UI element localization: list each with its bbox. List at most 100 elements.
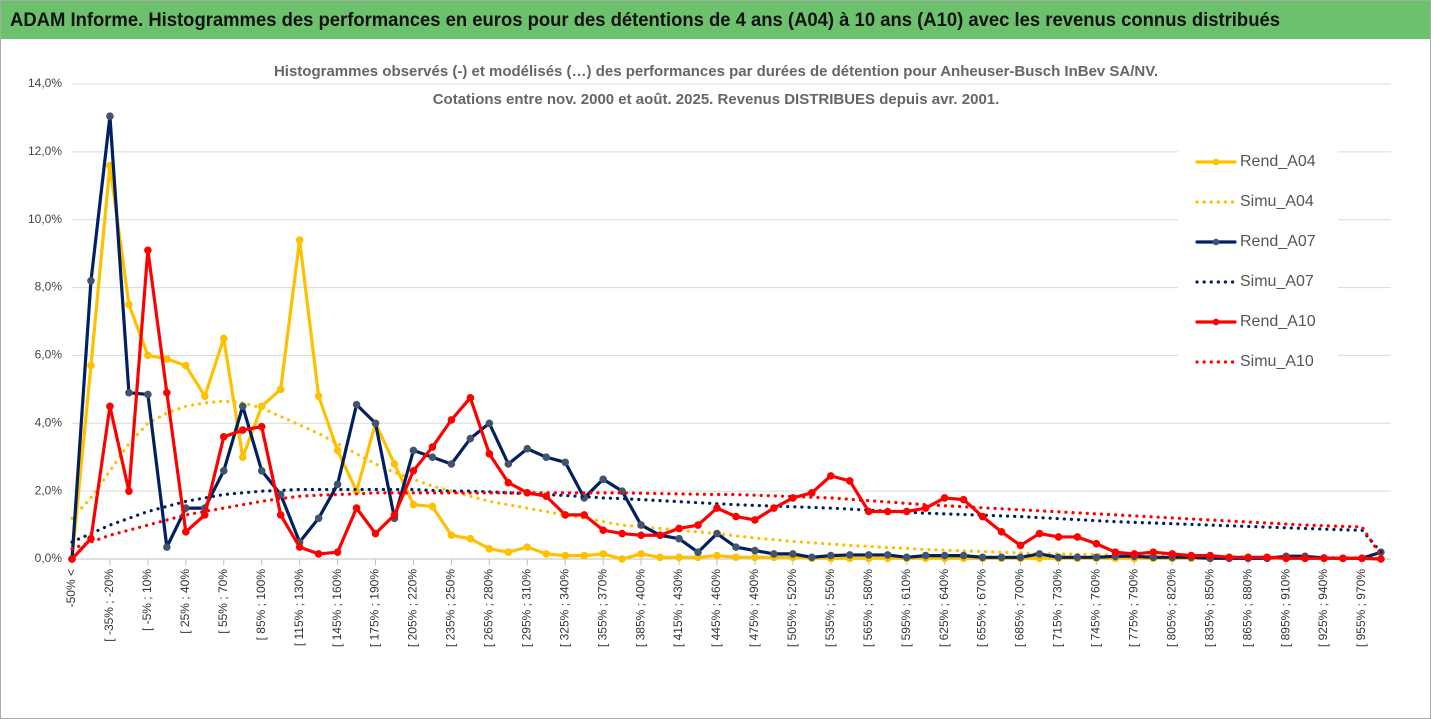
marker xyxy=(371,419,380,428)
x-tick-label: [ -5% ; 10% xyxy=(140,569,154,631)
marker xyxy=(504,478,513,487)
legend-marker xyxy=(1212,158,1220,166)
marker xyxy=(68,555,76,563)
title-banner xyxy=(1,1,1430,39)
marker xyxy=(789,550,797,558)
marker xyxy=(1168,550,1177,558)
marker xyxy=(940,551,949,560)
marker xyxy=(466,534,475,543)
series-line xyxy=(70,114,1383,561)
marker xyxy=(637,521,645,529)
marker xyxy=(1054,553,1063,562)
x-tick-label: [ 655% ; 670% xyxy=(975,569,989,647)
marker xyxy=(352,400,361,409)
marker xyxy=(200,392,209,400)
marker xyxy=(485,545,494,553)
marker xyxy=(295,236,304,244)
marker xyxy=(219,334,228,343)
x-tick-label: [ 445% ; 460% xyxy=(709,569,723,647)
marker xyxy=(1073,553,1082,562)
marker xyxy=(144,390,152,399)
marker xyxy=(599,550,607,558)
marker xyxy=(295,543,304,551)
marker xyxy=(637,531,645,540)
x-tick-label: [ 535% ; 550% xyxy=(823,569,837,647)
marker xyxy=(409,500,418,509)
marker xyxy=(333,548,342,557)
marker xyxy=(333,480,342,489)
marker xyxy=(447,416,456,424)
marker xyxy=(808,553,816,562)
marker xyxy=(902,553,911,562)
marker xyxy=(902,507,911,516)
marker xyxy=(125,300,133,309)
x-tick-label: [ 685% ; 700% xyxy=(1013,569,1027,647)
marker xyxy=(163,543,171,551)
marker xyxy=(1282,554,1290,563)
series-line xyxy=(70,248,1383,561)
marker xyxy=(276,511,285,519)
marker xyxy=(1092,539,1101,548)
marker xyxy=(561,511,570,519)
marker xyxy=(713,551,721,560)
marker xyxy=(182,528,190,536)
marker xyxy=(656,531,664,540)
x-tick-label: [ 865% ; 880% xyxy=(1240,569,1254,647)
marker xyxy=(656,553,664,562)
marker xyxy=(864,551,873,559)
x-tick-label: [ 355% ; 370% xyxy=(595,569,609,647)
marker xyxy=(1092,553,1101,562)
marker xyxy=(485,450,494,458)
x-tick-label: [ 385% ; 400% xyxy=(633,569,647,647)
marker xyxy=(371,529,380,538)
marker xyxy=(238,402,247,411)
legend-label: Rend_A10 xyxy=(1240,313,1316,330)
marker xyxy=(732,512,740,521)
legend-label: Simu_A07 xyxy=(1240,273,1314,290)
subtitle: Histogrammes observés (-) et modélisés (… xyxy=(274,63,1158,80)
y-tick-label: 4,0% xyxy=(35,415,63,429)
marker xyxy=(599,526,607,534)
marker xyxy=(163,388,171,397)
y-tick-label: 10,0% xyxy=(28,212,62,226)
x-tick-label: [ 145% ; 160% xyxy=(330,569,344,647)
y-tick-label: 8,0% xyxy=(35,280,63,294)
marker xyxy=(1035,550,1044,558)
marker xyxy=(1301,554,1309,563)
marker xyxy=(219,433,228,441)
marker xyxy=(447,531,456,540)
marker xyxy=(182,361,190,370)
x-tick-label: [ 715% ; 730% xyxy=(1051,569,1065,647)
x-tick-label: [ 745% ; 760% xyxy=(1089,569,1103,647)
marker xyxy=(542,550,551,558)
marker xyxy=(845,551,854,559)
x-tick-label: [ 85% ; 100% xyxy=(254,569,268,641)
x-tick-label: [ 895% ; 910% xyxy=(1278,569,1292,647)
marker xyxy=(959,551,968,560)
y-tick-label: 12,0% xyxy=(28,144,62,158)
marker xyxy=(732,543,740,551)
marker xyxy=(959,495,968,504)
marker xyxy=(1054,533,1063,541)
marker xyxy=(200,511,209,519)
x-tick-label: [ 415% ; 430% xyxy=(671,569,685,647)
marker xyxy=(1244,553,1252,562)
marker xyxy=(808,489,816,497)
marker xyxy=(713,529,721,538)
marker xyxy=(144,351,152,360)
marker xyxy=(409,466,418,475)
marker xyxy=(428,502,437,511)
x-tick-label: -50% < xyxy=(64,569,78,607)
marker xyxy=(599,475,607,484)
marker xyxy=(144,246,152,255)
marker xyxy=(428,443,437,451)
marker xyxy=(523,543,532,551)
marker xyxy=(732,553,740,562)
grid: 0,0% 2,0% 4,0% 6,0% 8,0% 10,0% 12,0% 14,0% -50% … xyxy=(28,76,1391,647)
plot xyxy=(68,112,1385,563)
x-tick-label: [ 805% ; 820% xyxy=(1164,569,1178,647)
marker xyxy=(580,551,588,560)
marker xyxy=(845,477,854,485)
marker xyxy=(751,516,759,524)
